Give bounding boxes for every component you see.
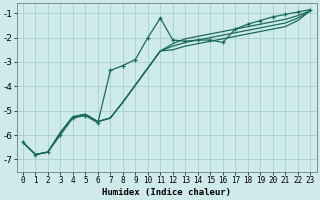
X-axis label: Humidex (Indice chaleur): Humidex (Indice chaleur) — [102, 188, 231, 197]
